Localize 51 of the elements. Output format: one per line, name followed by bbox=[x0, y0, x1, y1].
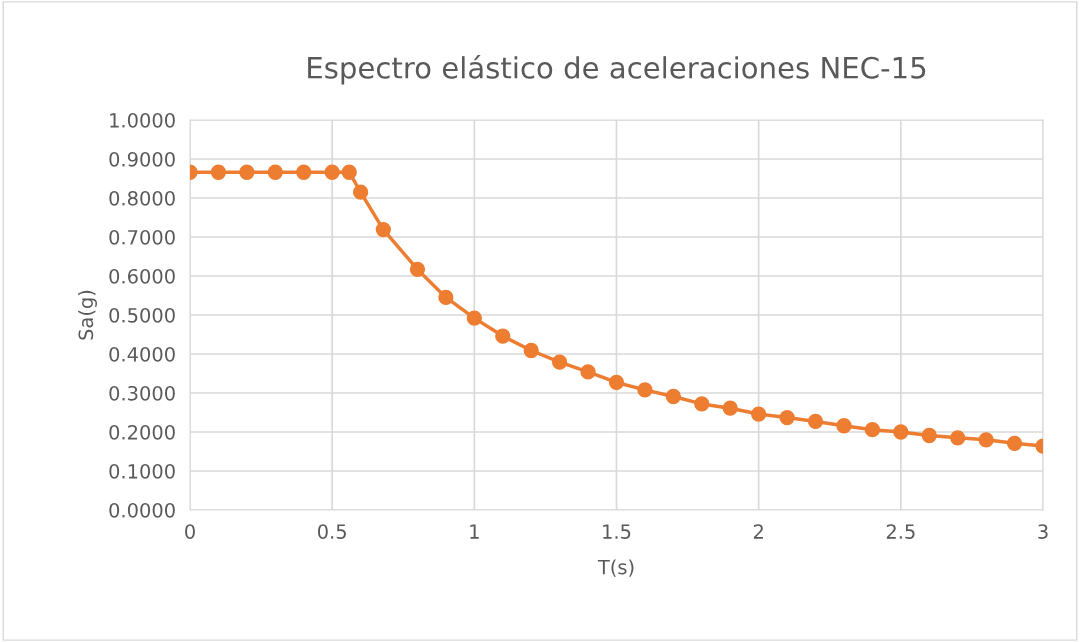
point bbox=[864, 422, 881, 438]
point bbox=[438, 289, 454, 306]
chart-title: Espectro elástico de aceleraciones NEC-15 bbox=[308, 55, 926, 85]
point bbox=[950, 430, 966, 446]
point bbox=[341, 164, 357, 180]
x-tick-label: 0 bbox=[185, 524, 195, 539]
point bbox=[409, 261, 426, 278]
y-tick-label: 0.8000 bbox=[109, 190, 175, 206]
point bbox=[551, 354, 568, 370]
y-tick-label: 1.0000 bbox=[110, 112, 175, 128]
point bbox=[608, 374, 625, 391]
y-tick-label: 0.1000 bbox=[109, 463, 175, 479]
point bbox=[836, 418, 852, 434]
y-tick-label: 0.3000 bbox=[109, 385, 175, 401]
y-tick-label: 0.0000 bbox=[109, 502, 175, 518]
point bbox=[807, 413, 824, 430]
point bbox=[375, 221, 391, 238]
point bbox=[722, 400, 738, 416]
point bbox=[495, 328, 511, 344]
x-tick-label: 0.5 bbox=[317, 524, 346, 539]
point bbox=[267, 164, 283, 180]
x-tick-label: 1 bbox=[470, 524, 479, 539]
point bbox=[779, 409, 795, 426]
point bbox=[580, 364, 596, 380]
point bbox=[239, 164, 255, 180]
point bbox=[637, 382, 653, 398]
y-tick-label: 0.5000 bbox=[109, 307, 175, 323]
y-tick-label: 0.9000 bbox=[109, 151, 175, 167]
point bbox=[352, 184, 369, 200]
point bbox=[1006, 435, 1023, 451]
point bbox=[694, 396, 710, 412]
point bbox=[210, 164, 227, 180]
point bbox=[665, 388, 682, 405]
point bbox=[296, 164, 312, 180]
point bbox=[523, 342, 539, 359]
point bbox=[751, 406, 767, 422]
x-axis-title: T(s) bbox=[597, 559, 634, 577]
point bbox=[921, 427, 937, 444]
point bbox=[324, 164, 340, 180]
point bbox=[893, 424, 909, 440]
point bbox=[466, 310, 482, 326]
x-tick-label: 1.5 bbox=[603, 524, 631, 539]
y-axis-title: Sa(g) bbox=[78, 290, 97, 340]
x-tick-label: 2.5 bbox=[886, 524, 915, 539]
x-tick-label: 2 bbox=[753, 524, 763, 539]
y-tick-label: 0.4000 bbox=[109, 346, 175, 362]
point bbox=[978, 432, 994, 448]
y-tick-label: 0.7000 bbox=[109, 229, 175, 245]
y-tick-label: 0.6000 bbox=[109, 268, 175, 284]
y-tick-label: 0.2000 bbox=[109, 424, 175, 440]
x-tick-label: 3 bbox=[1038, 524, 1048, 539]
